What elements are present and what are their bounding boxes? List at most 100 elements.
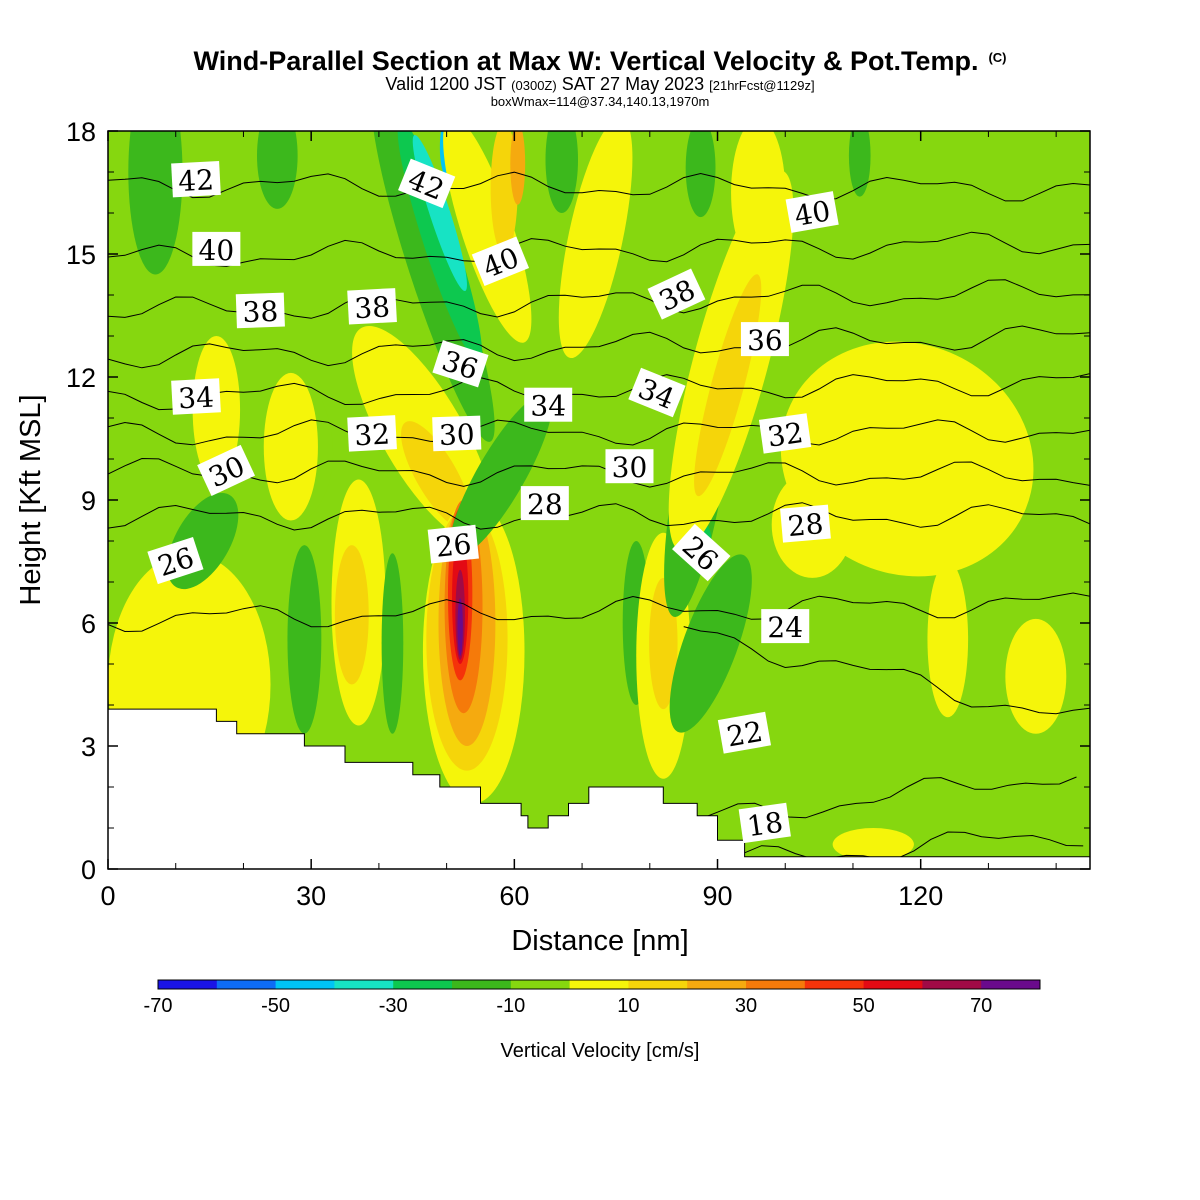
theta-label-box xyxy=(432,340,489,388)
theta-contour-26 xyxy=(108,592,1090,633)
vv-region-40 xyxy=(685,131,716,218)
vv-region-8 xyxy=(238,606,263,705)
theta-label-32: 32 xyxy=(347,415,397,452)
theta-label-box xyxy=(398,158,456,209)
terrain-mask xyxy=(107,708,1091,870)
theta-label-box xyxy=(780,504,831,543)
theta-label-box xyxy=(432,415,482,452)
colorbar-swatch xyxy=(158,980,218,989)
colorbar-swatch xyxy=(628,980,688,989)
vv-region-5 xyxy=(287,545,322,734)
vv-region-41 xyxy=(731,131,786,267)
theta-label-42: 42 xyxy=(171,160,221,198)
colorbar-tick-label: 10 xyxy=(617,995,639,1017)
theta-label-30: 30 xyxy=(605,449,654,484)
colorbar-swatch xyxy=(275,980,335,989)
chart-subtitle: Valid 1200 JST (0300Z) SAT 27 May 2023 [21h… xyxy=(385,74,814,94)
theta-label-text: 32 xyxy=(353,417,390,452)
theta-label-box xyxy=(235,292,285,329)
vv-region-20 xyxy=(510,131,526,205)
theta-label-text: 34 xyxy=(177,381,214,416)
theta-label-box xyxy=(197,444,256,496)
theta-label-box xyxy=(605,449,654,484)
colorbar-swatch xyxy=(687,980,747,989)
theta-contour-28 xyxy=(108,502,1090,531)
vv-region-10 xyxy=(128,131,183,275)
colorbar-swatch xyxy=(452,980,512,989)
colorbar-swatch xyxy=(510,980,571,989)
colorbar-tick-label: -30 xyxy=(379,995,408,1017)
theta-label-box xyxy=(761,609,810,644)
theta-label-text: 24 xyxy=(767,611,803,644)
theta-label-box xyxy=(347,288,397,325)
theta-label-text: 30 xyxy=(612,451,648,484)
colorbar: -70 -50 -30 -10 10 30 50 70 xyxy=(144,979,1041,1017)
theta-label-30: 30 xyxy=(432,415,482,452)
theta-label-box xyxy=(171,378,221,415)
title-block: Wind-Parallel Section at Max W: Vertical… xyxy=(193,46,1006,109)
theta-label-text: 36 xyxy=(747,324,783,357)
colorbar-tick-label: -50 xyxy=(261,995,290,1017)
colorbar-swatch xyxy=(334,980,394,989)
theta-label-28: 28 xyxy=(780,504,831,543)
theta-label-22: 22 xyxy=(717,711,772,754)
vv-region-7 xyxy=(334,545,369,685)
theta-label-text: 18 xyxy=(745,806,785,844)
theta-label-34: 34 xyxy=(171,378,221,415)
theta-contour-18 xyxy=(744,831,1084,860)
colorbar-tick-label: 70 xyxy=(970,995,992,1017)
theta-label-40: 40 xyxy=(785,191,839,233)
vv-region-34 xyxy=(558,131,633,359)
theta-label-box xyxy=(192,231,241,266)
theta-label-box xyxy=(672,523,731,582)
theta-contour-42 xyxy=(108,171,1090,202)
theta-label-box xyxy=(520,486,569,521)
theta-label-text: 42 xyxy=(177,163,214,198)
y-axis-label: Height [Kft MSL] xyxy=(15,394,47,605)
theta-label-32: 32 xyxy=(758,413,812,454)
theta-label-36: 36 xyxy=(740,322,789,357)
theta-contour-30 xyxy=(108,457,1090,488)
terrain xyxy=(107,708,1091,870)
colorbar-swatch xyxy=(746,980,806,989)
y-tick-label: 9 xyxy=(81,486,96,516)
vv-region-44 xyxy=(927,561,969,718)
subtitle-utc: (0300Z) xyxy=(511,78,557,93)
x-tick-label: 90 xyxy=(702,881,732,911)
x-tick-label: 0 xyxy=(100,881,115,911)
subtitle-forecast: [21hrFcst@1129z] xyxy=(709,78,814,93)
title-copyright: (C) xyxy=(988,50,1006,65)
vv-region-36 xyxy=(669,554,752,733)
theta-label-box xyxy=(647,268,706,320)
theta-label-text: 40 xyxy=(199,234,235,267)
vv-region-47 xyxy=(848,131,871,197)
theta-label-box xyxy=(738,802,791,844)
y-tick-label: 3 xyxy=(81,732,96,762)
theta-label-box xyxy=(347,415,397,452)
colorbar-swatch xyxy=(569,980,629,989)
theta-label-text: 38 xyxy=(242,295,279,329)
vv-region-30 xyxy=(545,131,579,213)
theta-label-box xyxy=(785,191,839,233)
subtitle-date: SAT 27 May 2023 xyxy=(562,74,704,94)
vv-region-29 xyxy=(449,392,553,558)
vv-region-28 xyxy=(457,598,463,656)
x-tick-label: 60 xyxy=(499,881,529,911)
vv-region-46 xyxy=(832,828,914,861)
vv-region-17 xyxy=(401,421,472,530)
theta-label-text: 30 xyxy=(438,418,475,452)
x-axis-label: Distance [nm] xyxy=(511,925,688,957)
theta-label-box xyxy=(717,711,772,754)
theta-contour-40 xyxy=(108,231,1090,267)
colorbar-tick-label: 50 xyxy=(852,995,874,1017)
theta-label-box xyxy=(628,367,686,418)
colorbar-frame xyxy=(157,979,1041,990)
theta-label-box xyxy=(740,322,789,357)
theta-label-box xyxy=(147,536,204,585)
theta-label-text: 34 xyxy=(530,390,566,423)
vv-region-9 xyxy=(381,553,404,734)
theta-label-34: 34 xyxy=(524,387,573,423)
y-tick-label: 12 xyxy=(66,363,96,393)
